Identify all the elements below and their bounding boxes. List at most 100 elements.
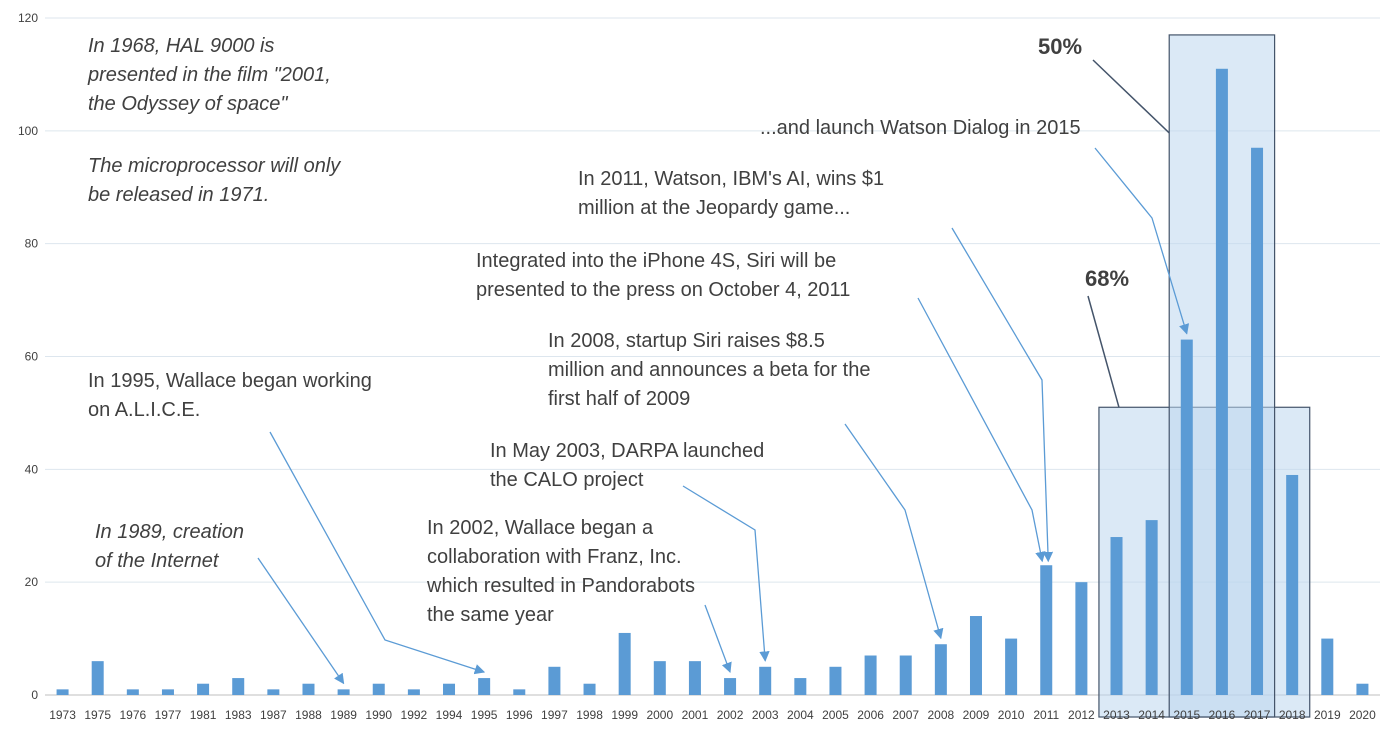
arrow-2003 bbox=[682, 485, 770, 662]
bar-2001 bbox=[688, 661, 701, 695]
bar-2004 bbox=[794, 678, 807, 695]
x-tick-label: 2012 bbox=[1068, 708, 1095, 722]
x-tick-label: 2018 bbox=[1279, 708, 1306, 722]
x-tick-label: 2013 bbox=[1103, 708, 1130, 722]
gridlines bbox=[45, 17, 1380, 696]
annotation-line: the CALO project bbox=[490, 469, 644, 491]
x-tick-label: 1989 bbox=[330, 708, 357, 722]
bar-1990 bbox=[372, 683, 385, 695]
annotation-iphone: Integrated into the iPhone 4S, Siri will… bbox=[476, 250, 850, 301]
x-tick-label: 1999 bbox=[611, 708, 638, 722]
x-tick-label: 1988 bbox=[295, 708, 322, 722]
bar-1983 bbox=[232, 678, 245, 695]
annotation-calo: In May 2003, DARPA launched the CALO pro… bbox=[490, 440, 770, 491]
bar-2003 bbox=[759, 666, 772, 695]
bars bbox=[56, 68, 1369, 696]
bar-2002 bbox=[724, 678, 737, 695]
bar-2019 bbox=[1321, 638, 1334, 695]
bar-2014 bbox=[1145, 520, 1158, 695]
x-tick-label: 1997 bbox=[541, 708, 568, 722]
x-tick-label: 1973 bbox=[49, 708, 76, 722]
bar-1976 bbox=[126, 689, 139, 695]
arrow-2008 bbox=[844, 423, 944, 640]
annotation-line: In 2008, startup Siri raises $8.5 bbox=[548, 330, 825, 352]
bar-2018 bbox=[1286, 474, 1299, 695]
bar-2011 bbox=[1040, 565, 1053, 695]
bar-2000 bbox=[653, 661, 666, 695]
annotation-line: In 1989, creation bbox=[95, 521, 244, 543]
x-tick-label: 1977 bbox=[155, 708, 182, 722]
bar-1975 bbox=[91, 661, 104, 695]
annotation-line: the same year bbox=[427, 604, 554, 626]
annotation-line: of the Internet bbox=[95, 550, 220, 572]
annotation-line: In 2002, Wallace began a bbox=[427, 517, 654, 539]
annotation-line: In 2011, Watson, IBM's AI, wins $1 bbox=[578, 168, 884, 190]
x-tick-label: 2000 bbox=[646, 708, 673, 722]
bar-2010 bbox=[1005, 638, 1018, 695]
bar-1999 bbox=[618, 632, 631, 695]
x-tick-label: 2007 bbox=[892, 708, 919, 722]
x-tick-label: 2014 bbox=[1138, 708, 1165, 722]
x-tick-label: 2017 bbox=[1244, 708, 1271, 722]
arrow-2015 bbox=[1094, 147, 1190, 335]
y-tick-label: 0 bbox=[31, 688, 38, 702]
x-tick-label: 2011 bbox=[1033, 708, 1059, 722]
x-tick-label: 1994 bbox=[436, 708, 463, 722]
arrow-2002 bbox=[704, 604, 732, 674]
annotation-watson: In 2011, Watson, IBM's AI, wins $1 milli… bbox=[578, 168, 890, 219]
y-tick-label: 20 bbox=[25, 575, 39, 589]
x-tick-label: 2015 bbox=[1173, 708, 1200, 722]
annotation-microprocessor: The microprocessor will only be released… bbox=[88, 155, 346, 206]
bar-2009 bbox=[969, 616, 982, 695]
x-tick-label: 2009 bbox=[963, 708, 990, 722]
annotation-line: on A.L.I.C.E. bbox=[88, 399, 200, 421]
arrow-1995 bbox=[269, 431, 486, 675]
bar-2008 bbox=[934, 644, 947, 695]
bar-1992 bbox=[407, 689, 420, 695]
x-tick-label: 2006 bbox=[857, 708, 884, 722]
annotation-pandorabots: In 2002, Wallace began a collaboration w… bbox=[426, 517, 701, 626]
bar-1981 bbox=[197, 683, 210, 695]
bar-2005 bbox=[829, 666, 842, 695]
bar-1973 bbox=[56, 689, 69, 695]
bar-1998 bbox=[583, 683, 596, 695]
bar-2015 bbox=[1180, 339, 1193, 695]
x-tick-label: 1992 bbox=[401, 708, 428, 722]
y-tick-label: 80 bbox=[25, 237, 39, 251]
bar-1994 bbox=[443, 683, 456, 695]
annotation-line: Integrated into the iPhone 4S, Siri will… bbox=[476, 250, 836, 272]
y-tick-label: 60 bbox=[25, 350, 39, 364]
bar-2013 bbox=[1110, 537, 1123, 695]
axis-labels: 0 20 40 60 80 100 120 1973 1975 1976 1977 1981 1983 1… bbox=[18, 11, 1376, 722]
annotation-line: which resulted in Pandorabots bbox=[426, 575, 695, 597]
x-tick-label: 1983 bbox=[225, 708, 252, 722]
annotation-line: ...and launch Watson Dialog in 2015 bbox=[760, 117, 1081, 139]
x-tick-label: 2019 bbox=[1314, 708, 1341, 722]
annotation-line: presented in the film "2001, bbox=[87, 64, 331, 86]
annotation-internet: In 1989, creation of the Internet bbox=[95, 521, 250, 572]
annotation-line: In May 2003, DARPA launched bbox=[490, 440, 764, 462]
annotation-line: In 1995, Wallace began working bbox=[88, 370, 372, 392]
annotation-alice: In 1995, Wallace began working on A.L.I.… bbox=[88, 370, 377, 421]
x-tick-label: 2005 bbox=[822, 708, 849, 722]
x-tick-label: 2001 bbox=[682, 708, 709, 722]
x-tick-label: 2004 bbox=[787, 708, 814, 722]
x-tick-label: 1998 bbox=[576, 708, 603, 722]
annotation-siri-startup: In 2008, startup Siri raises $8.5 millio… bbox=[548, 330, 876, 410]
x-tick-label: 2016 bbox=[1209, 708, 1236, 722]
y-tick-label: 120 bbox=[18, 11, 38, 25]
x-tick-label: 2020 bbox=[1349, 708, 1376, 722]
annotation-line: be released in 1971. bbox=[88, 184, 269, 206]
bar-1987 bbox=[267, 689, 280, 695]
x-tick-label: 1975 bbox=[84, 708, 111, 722]
annotation-line: presented to the press on October 4, 201… bbox=[476, 279, 850, 301]
x-tick-label: 2002 bbox=[717, 708, 744, 722]
bar-1989 bbox=[337, 689, 350, 695]
bar-1996 bbox=[513, 689, 526, 695]
highlight-label-68: 68% bbox=[1085, 266, 1129, 291]
bar-1995 bbox=[478, 678, 491, 695]
annotation-line: collaboration with Franz, Inc. bbox=[427, 546, 682, 568]
x-tick-label: 2010 bbox=[998, 708, 1025, 722]
highlight-label-50: 50% bbox=[1038, 34, 1082, 59]
